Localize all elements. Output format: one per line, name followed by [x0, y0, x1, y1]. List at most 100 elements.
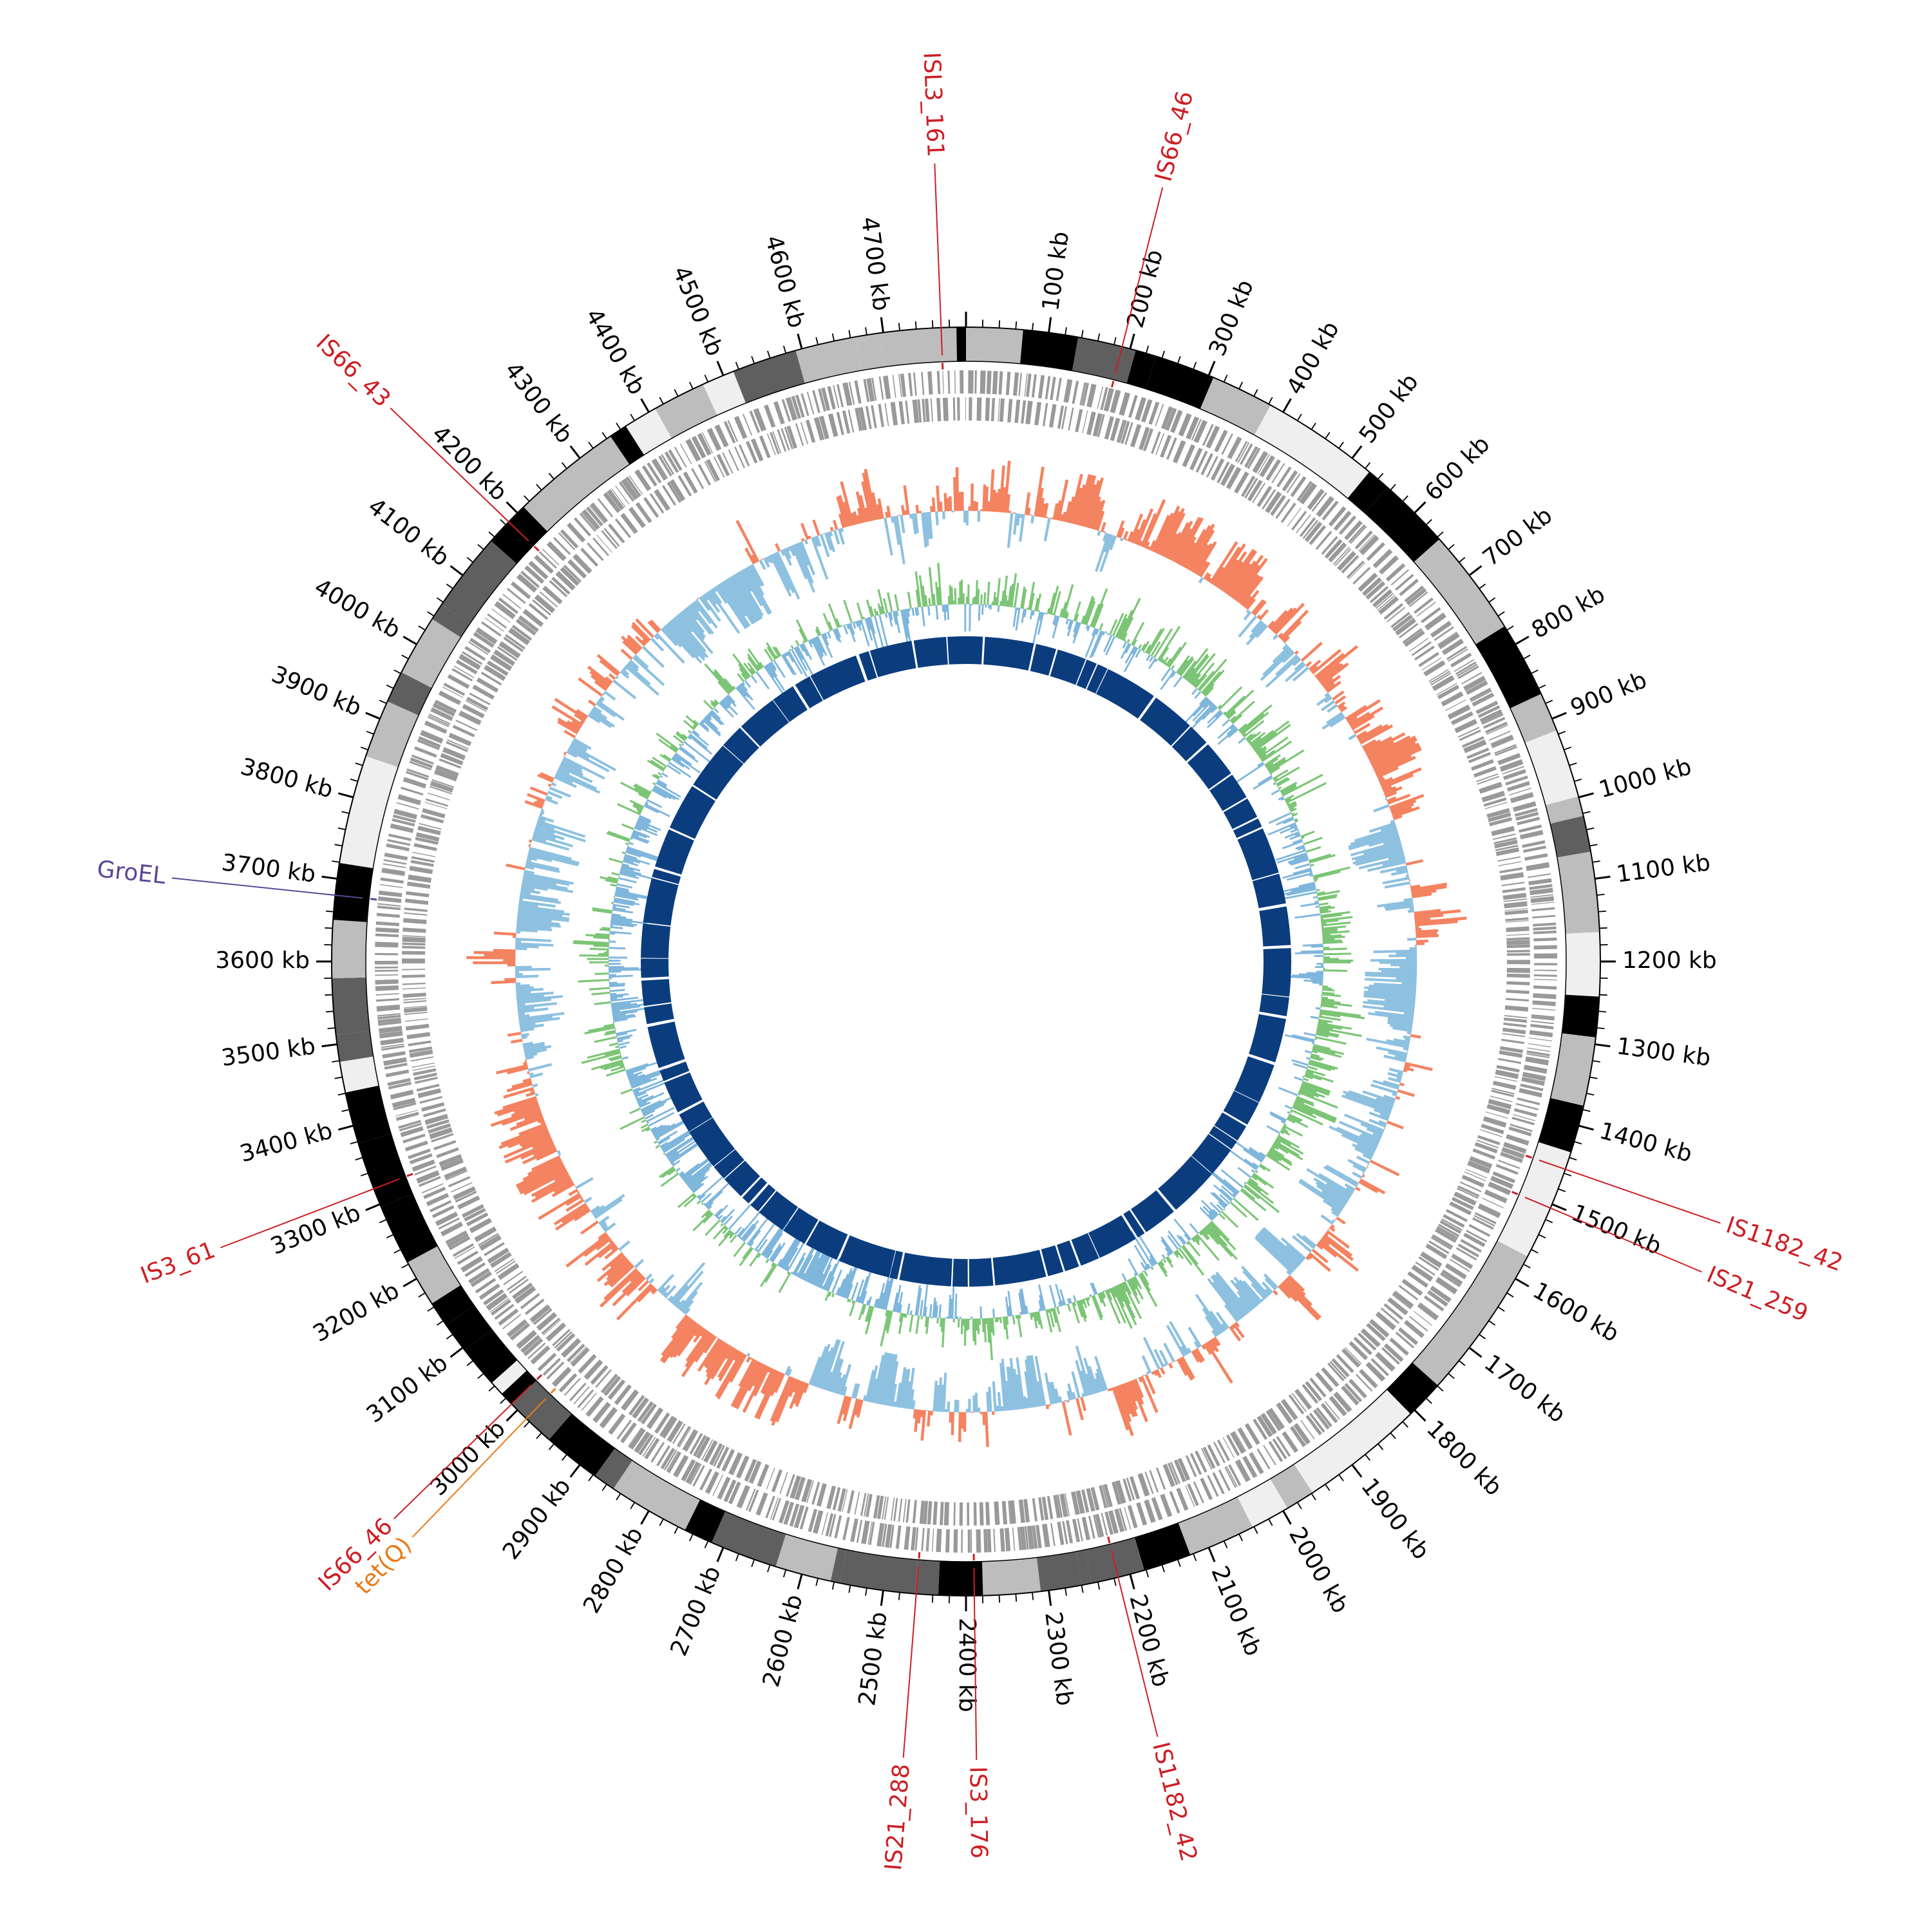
cds-block — [1001, 1501, 1008, 1525]
cds-block — [1423, 1295, 1444, 1312]
minor-tick — [401, 654, 409, 659]
band-segment — [502, 1370, 536, 1405]
cds-block — [1455, 661, 1477, 675]
cds-block — [464, 1262, 486, 1277]
cds-block — [800, 393, 810, 417]
band-segment — [914, 1559, 940, 1596]
cds-block — [402, 935, 426, 938]
cds-block — [658, 455, 672, 477]
cds-block — [508, 627, 530, 645]
minor-tick — [1448, 544, 1455, 550]
band-segment — [1565, 932, 1601, 997]
cds-block — [1492, 1081, 1517, 1090]
minor-tick — [815, 1578, 819, 1586]
feature-label: IS66_43 — [311, 330, 396, 413]
homology-block — [983, 636, 1034, 671]
cds-block — [375, 942, 399, 948]
band-segment — [1347, 471, 1388, 513]
scale-label: 1600 kb — [1528, 1277, 1624, 1347]
cds-block — [381, 1045, 405, 1051]
cds-block — [1005, 372, 1011, 395]
homology-block — [1209, 774, 1247, 811]
cds-block — [475, 1278, 497, 1294]
cds-block — [429, 1127, 453, 1140]
cds-block — [1404, 585, 1425, 603]
band-segment — [1075, 1549, 1092, 1586]
cds-block — [395, 1110, 418, 1117]
cds-block — [927, 371, 933, 395]
cds-block — [443, 683, 466, 696]
cds-block — [1424, 612, 1446, 630]
cds-block — [1249, 1452, 1264, 1475]
major-tick — [1048, 1590, 1052, 1606]
cds-block — [864, 1493, 869, 1517]
cds-block — [930, 398, 933, 422]
cds-block — [1459, 729, 1481, 741]
cds-block — [669, 479, 686, 502]
minor-tick — [446, 583, 453, 589]
cds-block — [1130, 424, 1142, 448]
cds-block — [603, 527, 620, 547]
homology-block — [1123, 1210, 1145, 1238]
cds-block — [452, 1243, 474, 1257]
cds-block — [1359, 535, 1379, 556]
cds-block — [1332, 547, 1350, 565]
cds-block — [421, 1102, 445, 1112]
cds-block — [1155, 404, 1164, 426]
cds-block — [382, 1051, 406, 1059]
cds-block — [378, 890, 402, 898]
cds-block — [734, 415, 748, 439]
minor-tick — [466, 556, 474, 563]
cds-block — [1114, 1508, 1125, 1533]
cds-block — [1270, 495, 1286, 516]
cds-block — [634, 469, 652, 491]
cds-block — [1481, 713, 1504, 725]
cds-block — [1383, 603, 1404, 620]
homology-track — [641, 636, 1292, 1287]
cds-block — [1302, 1383, 1319, 1404]
cds-block — [1407, 1271, 1429, 1288]
minor-tick — [1437, 531, 1444, 538]
cds-block — [1021, 400, 1027, 424]
minor-tick — [1065, 1587, 1067, 1596]
band-segment — [1557, 851, 1600, 934]
minor-tick — [704, 374, 709, 383]
scale-label: 4700 kb — [856, 215, 895, 312]
cds-block — [1377, 594, 1396, 611]
cds-block — [647, 462, 662, 484]
cds-block — [1517, 1097, 1540, 1106]
cds-block — [1506, 960, 1530, 965]
cds-block — [1503, 898, 1527, 902]
minor-tick — [1425, 519, 1432, 526]
cds-block — [837, 1488, 846, 1512]
cds-block — [757, 1464, 770, 1488]
cds-block — [1398, 623, 1419, 639]
cds-block — [704, 461, 716, 482]
cds-block — [422, 1108, 446, 1117]
cds-block — [1411, 641, 1432, 656]
homology-block — [858, 651, 877, 681]
minor-tick — [674, 389, 679, 397]
cds-block — [942, 370, 944, 394]
minor-tick — [334, 844, 343, 847]
cds-block — [1509, 788, 1531, 796]
cds-block — [637, 1401, 654, 1423]
cds-block — [524, 565, 545, 584]
homology-block — [641, 958, 669, 978]
major-tick — [1578, 1124, 1595, 1131]
cds-block — [607, 489, 625, 511]
cds-block — [1315, 1372, 1334, 1393]
cds-block — [1522, 840, 1546, 848]
cds-block — [581, 1392, 597, 1411]
cds-block — [1533, 974, 1557, 977]
cds-block — [1305, 1381, 1322, 1401]
cds-block — [1206, 456, 1218, 478]
band-segment — [464, 1329, 518, 1383]
minor-tick — [477, 544, 484, 550]
cds-block — [1130, 1504, 1138, 1528]
cds-block — [1398, 1327, 1419, 1345]
cds-block — [1170, 410, 1183, 433]
cds-block — [1448, 649, 1468, 662]
cds-block — [748, 1461, 762, 1484]
cds-block — [1528, 1037, 1552, 1042]
